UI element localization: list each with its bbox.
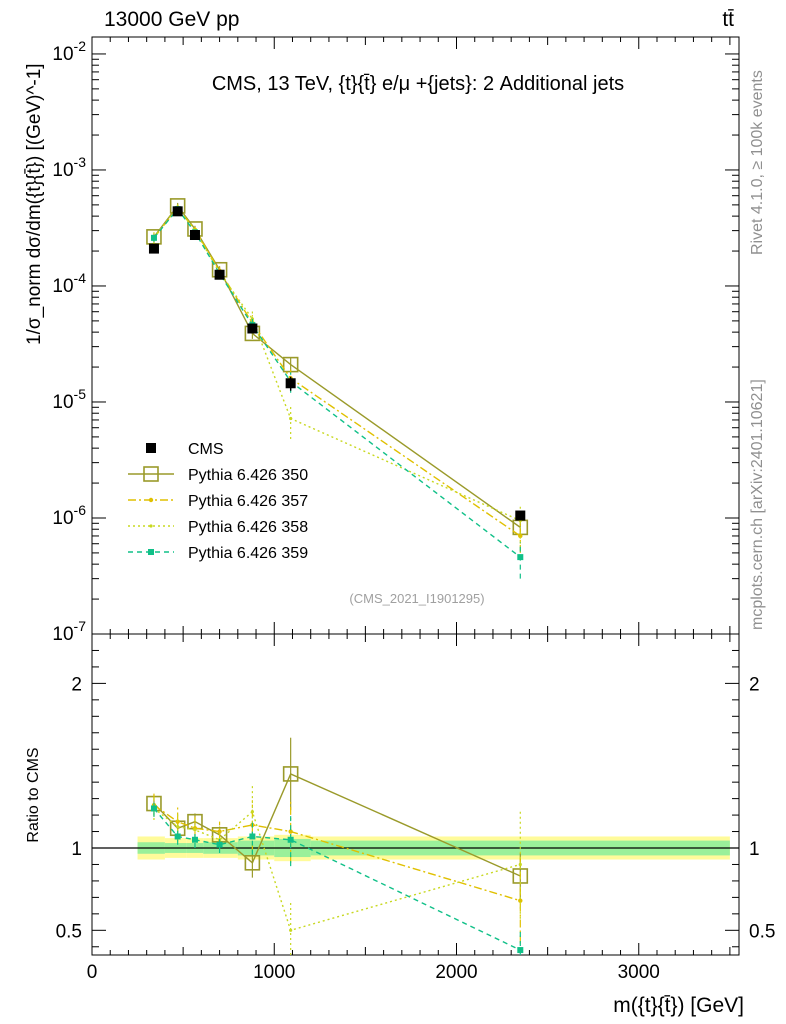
ratio-y-axis-label: Ratio to CMS — [25, 747, 42, 842]
legend: CMS Pythia 6.426 350 Pythia 6.426 357 Pythi… — [128, 441, 308, 562]
cms-point — [285, 378, 296, 389]
ratio-point-3 — [191, 836, 198, 843]
main-point-4 — [517, 554, 524, 561]
main-point-3 — [289, 416, 293, 421]
ratio-point-0 — [244, 855, 261, 871]
legend-label-3: Pythia 6.426 358 — [188, 519, 308, 536]
ratio-y-tick-label-right: 1 — [749, 839, 760, 860]
main-y-tick-label: 10-2 — [52, 38, 86, 65]
main-y-tick-label: 10-5 — [52, 386, 86, 413]
ratio-point-1 — [217, 829, 222, 834]
ratio-point-1 — [175, 819, 180, 824]
ratio-point-1 — [288, 829, 293, 834]
x-tick-label: 2000 — [435, 962, 477, 983]
cms-point — [214, 269, 225, 280]
cms-point — [172, 206, 183, 217]
x-tick-label: 3000 — [618, 962, 660, 983]
legend-marker-2 — [148, 497, 154, 503]
main-point-4 — [150, 234, 157, 241]
x-tick-label: 0 — [87, 962, 98, 983]
legend-marker-4 — [148, 549, 154, 555]
ratio-point-2 — [289, 928, 293, 932]
main-panel: 10-7 10-6 10-5 10-4 10-3 10-2 — [52, 36, 740, 645]
ratio-y-tick-label: 2 — [71, 674, 82, 695]
ratio-frame — [91, 633, 740, 956]
x-axis-label: m({t}{t̄}) [GeV] — [613, 994, 744, 1017]
legend-label-0: CMS — [188, 441, 224, 458]
ratio-point-2 — [193, 828, 197, 832]
cms-point — [247, 323, 258, 334]
energy-label: 13000 GeV pp — [104, 8, 239, 31]
ratio-point-3 — [249, 833, 256, 840]
main-line-2 — [153, 206, 521, 537]
ratio-point-3 — [150, 805, 157, 812]
x-tick-label: 1000 — [253, 962, 295, 983]
legend-marker-3 — [149, 524, 153, 528]
mcplots-label: mcplots.cern.ch [arXiv:2401.10621] — [749, 379, 766, 630]
ratio-point-3 — [287, 836, 294, 843]
legend-label-4: Pythia 6.426 359 — [188, 545, 308, 562]
ratio-point-3 — [174, 833, 181, 840]
ratio-point-0 — [282, 766, 299, 782]
ratio-point-2 — [518, 862, 522, 867]
legend-label-1: Pythia 6.426 350 — [188, 467, 308, 484]
main-y-tick-label: 10-7 — [52, 618, 86, 645]
rivet-label: Rivet 4.1.0, ≥ 100k events — [749, 70, 766, 255]
ratio-y-tick-label-right: 0.5 — [749, 921, 775, 942]
ratio-point-3 — [216, 841, 223, 848]
ratio-point-2 — [176, 825, 180, 829]
main-point-2 — [518, 533, 523, 539]
process-label: tt̄ — [722, 8, 734, 31]
ratio-line-2 — [153, 807, 521, 932]
main-y-axis-label: 1/σ_norm dσ/dm({t}{t̄}) [(GeV)^-1] — [24, 63, 45, 345]
legend-marker-1 — [143, 466, 159, 482]
ratio-y-tick-label: 0.5 — [56, 921, 82, 942]
cms-point — [515, 510, 526, 521]
ratio-y-tick-label-right: 2 — [749, 674, 760, 695]
cms-point — [189, 230, 200, 241]
main-y-tick-label: 10-4 — [52, 270, 86, 297]
watermark: (CMS_2021_I1901295) — [349, 591, 484, 606]
main-y-tick-label: 10-3 — [52, 154, 86, 181]
ratio-point-2 — [250, 810, 254, 814]
cms-point — [148, 243, 159, 254]
ratio-line-0 — [153, 772, 521, 877]
main-y-tick-label: 10-6 — [52, 502, 86, 529]
plot-title: CMS, 13 TeV, {t}{t̄} e/μ +{jets}: 2 Addi… — [212, 73, 624, 95]
legend-label-2: Pythia 6.426 357 — [188, 493, 308, 510]
ratio-panel: 0.5 0.5 1 1 2 2 0 1000 2000 3000 — [56, 633, 775, 983]
ratio-y-tick-label: 1 — [71, 839, 82, 860]
ratio-point-1 — [518, 898, 523, 903]
ratio-point-3 — [517, 947, 524, 954]
legend-marker-cms — [146, 443, 156, 453]
